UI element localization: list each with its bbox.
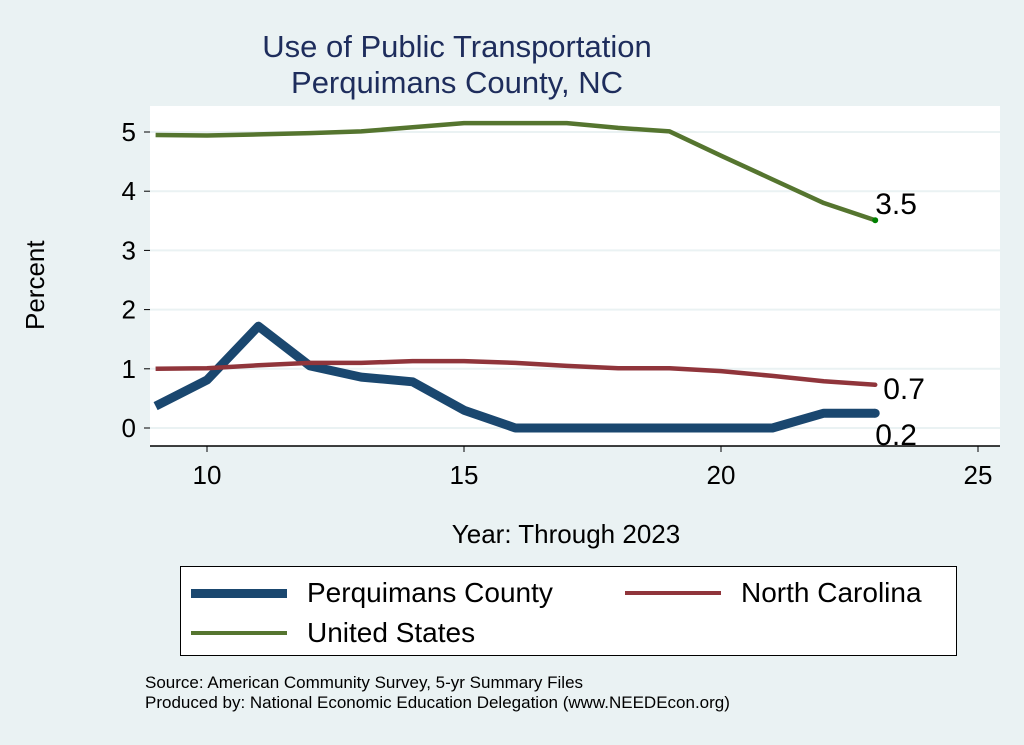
legend-swatch (625, 591, 721, 595)
source-note: Source: American Community Survey, 5-yr … (145, 673, 584, 692)
x-tick-label: 15 (450, 460, 479, 490)
produced-note: Produced by: National Economic Education… (145, 693, 730, 712)
y-tick-label: 4 (122, 176, 136, 206)
x-tick-label: 10 (193, 460, 222, 490)
legend: Perquimans County North Carolina United … (180, 566, 957, 656)
legend-swatch (191, 631, 287, 635)
x-tick-label: 20 (707, 460, 736, 490)
y-tick-label: 1 (122, 354, 136, 384)
end-label: 3.5 (875, 188, 917, 221)
y-tick-label: 5 (122, 117, 136, 147)
y-axis-label: Percent (20, 240, 50, 330)
chart-subtitle: Perquimans County, NC (291, 65, 623, 100)
end-label: 0.7 (883, 373, 925, 406)
legend-swatch (191, 588, 287, 598)
end-point (872, 382, 878, 388)
y-tick-label: 3 (122, 235, 136, 265)
legend-item-perquimans: Perquimans County (191, 577, 553, 609)
legend-item-us: United States (191, 617, 475, 649)
end-label: 0.2 (875, 419, 917, 452)
y-tick-label: 0 (122, 413, 136, 443)
y-tick-label: 2 (122, 295, 136, 325)
end-point (870, 408, 880, 418)
series-line-united-states (155, 120, 876, 223)
plot-area (150, 106, 1000, 446)
chart-title: Use of Public Transportation (262, 29, 652, 64)
x-tick-label: 25 (964, 460, 993, 490)
x-axis-label: Year: Through 2023 (451, 519, 681, 549)
end-point (872, 217, 879, 224)
series-line-perquimans-county (153, 321, 876, 433)
series-line-north-carolina (155, 358, 876, 388)
legend-item-nc: North Carolina (625, 577, 922, 609)
